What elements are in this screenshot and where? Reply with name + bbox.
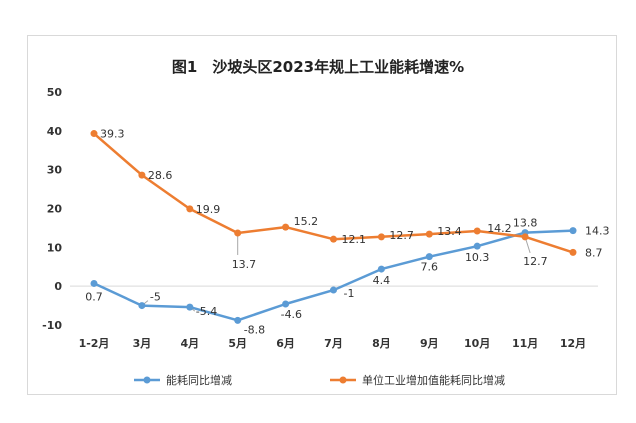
y-tick-label: -10 [42, 319, 62, 332]
y-tick-label: 50 [47, 86, 63, 99]
series-2-point [521, 233, 529, 241]
data-label: 0.7 [85, 290, 103, 303]
y-tick-label: 40 [47, 125, 63, 138]
series-line-1 [93, 229, 574, 322]
legend-swatch-marker [143, 376, 151, 384]
series-1-point [90, 279, 98, 287]
series-1-point [138, 302, 146, 310]
data-label: 28.6 [148, 169, 173, 182]
leader-lines [141, 232, 531, 312]
data-label: 15.2 [294, 215, 319, 228]
legend-label: 单位工业增加值能耗同比增减 [362, 373, 505, 387]
series-1-point [234, 316, 242, 324]
series-2-point [186, 205, 194, 213]
series-2-point [473, 227, 481, 235]
data-label: 13.7 [232, 258, 257, 271]
series-1-point [473, 242, 481, 250]
series-1-point [186, 303, 194, 311]
series-2-point [569, 248, 577, 256]
data-label: 39.3 [100, 128, 125, 141]
series-2-point [234, 229, 242, 237]
data-label: -5 [150, 291, 161, 304]
data-label: 7.6 [421, 261, 439, 274]
x-tick-label: 5月 [228, 337, 247, 350]
x-tick-label: 3月 [133, 337, 152, 350]
series-2-point [377, 233, 385, 241]
chart-frame [27, 35, 617, 395]
axes: 50 40 30 20 10 0 -10 1-2月 3月 4月 5月 6月 7月 8月 9月 10月 11月 12… [42, 86, 598, 350]
data-label: -1 [344, 287, 355, 300]
y-tick-label: 0 [54, 280, 62, 293]
series-2-point [425, 230, 433, 238]
series-2-point [282, 223, 290, 231]
data-label: 19.9 [196, 203, 221, 216]
y-tick-label: 20 [47, 203, 63, 216]
series-1-point [377, 265, 385, 273]
x-tick-label: 4月 [180, 337, 199, 350]
series-2-point [138, 171, 146, 179]
data-label: 12.7 [389, 229, 414, 242]
series-1-point [282, 300, 290, 308]
x-tick-label: 9月 [420, 337, 439, 350]
legend-label: 能耗同比增减 [166, 373, 232, 387]
y-tick-label: 10 [47, 241, 63, 254]
series-1-point [569, 227, 577, 235]
y-tick-label: 30 [47, 164, 63, 177]
data-label: 10.3 [465, 251, 490, 264]
series-points [90, 130, 577, 324]
data-label: 8.7 [585, 246, 603, 259]
x-tick-label: 11月 [512, 337, 538, 350]
data-label: 12.7 [523, 255, 548, 268]
chart-title: 图1 沙坡头区2023年规上工业能耗增速% [172, 58, 464, 76]
series-2-point [330, 235, 337, 243]
series-1-point [425, 253, 433, 261]
legend-swatch-marker [339, 376, 347, 384]
data-label: 4.4 [373, 274, 391, 287]
data-label: 14.3 [585, 225, 610, 238]
x-tick-label: 1-2月 [79, 337, 110, 350]
data-label: -8.8 [244, 323, 265, 336]
data-label: 14.2 [487, 222, 512, 235]
data-label: 12.1 [342, 233, 367, 246]
x-tick-label: 7月 [324, 337, 343, 350]
x-tick-label: 6月 [276, 337, 295, 350]
x-tick-label: 12月 [560, 337, 586, 350]
data-label: 13.8 [513, 217, 538, 230]
series-1-point [330, 286, 337, 294]
data-label: 13.4 [437, 225, 462, 238]
x-tick-label: 8月 [372, 337, 391, 350]
x-tick-label: 10月 [464, 337, 490, 350]
data-label: -4.6 [281, 308, 302, 321]
data-label: -5.4 [196, 305, 217, 318]
data-labels: 0.7 -5 -5.4 -8.8 -4.6 -1 4.4 7.6 10.3 13.8 14.3 39.… [85, 128, 609, 337]
legend: 能耗同比增减 单位工业增加值能耗同比增减 [134, 373, 505, 387]
series-2-point [90, 130, 98, 138]
